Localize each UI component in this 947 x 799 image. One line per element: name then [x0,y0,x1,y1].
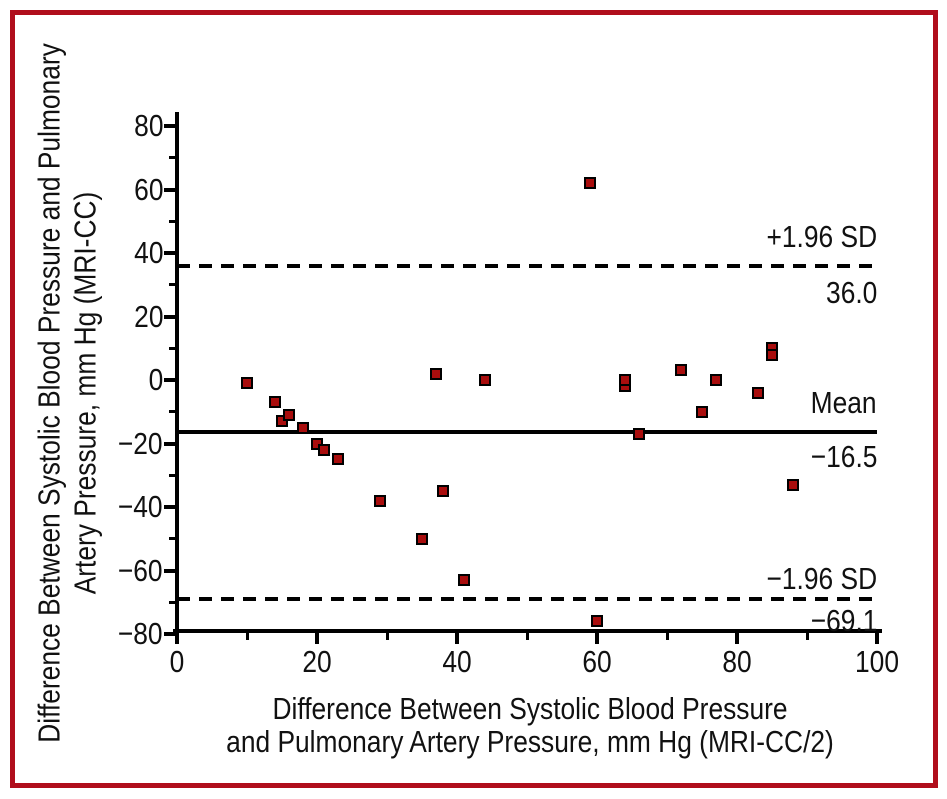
data-point [633,427,645,440]
y-minor-tick [169,219,177,223]
y-minor-tick [169,156,177,160]
data-point [710,374,722,386]
y-tick-label: −20 [118,425,163,461]
y-tick-label: 0 [148,362,163,397]
data-point [752,386,764,399]
y-axis-line [175,112,179,633]
data-point [437,485,449,498]
x-tick-label: 20 [302,644,332,679]
data-point [591,615,603,628]
x-major-tick [455,633,459,644]
x-tick-label: 100 [855,644,899,679]
x-major-tick [175,633,179,644]
y-major-tick [164,187,177,192]
data-point [297,421,309,434]
x-tick-label: 60 [582,644,612,679]
x-axis-title-line2: and Pulmonary Artery Pressure, mm Hg (MR… [226,724,834,759]
y-tick-label: 40 [133,235,163,270]
data-point [283,408,295,421]
y-major-tick [164,505,177,509]
data-point [787,478,799,491]
x-major-tick [735,633,739,644]
y-tick-label: 60 [133,171,163,207]
y-major-tick [164,314,177,319]
x-minor-tick [525,633,529,640]
x-major-tick [315,633,319,644]
upper-loa-value-label: 36.0 [825,274,877,310]
data-point [479,374,491,386]
data-point [458,574,470,587]
y-minor-tick [169,410,177,414]
x-tick-label: 80 [722,644,752,679]
mean-label: Mean [811,385,877,421]
x-minor-tick [245,633,249,640]
lower-loa-line [177,597,877,602]
y-minor-tick [169,283,177,287]
y-major-tick [164,124,177,128]
mean-line [177,430,877,435]
x-axis-line [173,629,882,633]
data-point [269,396,281,409]
x-major-tick [875,633,879,644]
y-minor-tick [169,600,177,604]
y-axis-title-line1: Difference Between Systolic Blood Pressu… [31,43,67,743]
data-point [332,453,344,466]
data-point [416,532,428,545]
x-tick-label: 40 [442,644,472,679]
data-point [696,405,708,418]
x-minor-tick [385,633,389,640]
figure-border [10,10,938,788]
y-tick-label: −80 [118,616,163,651]
x-major-tick [595,633,599,644]
lower-loa-label: −1.96 SD [766,561,877,597]
x-minor-tick [665,633,669,640]
y-major-tick [164,441,177,446]
y-tick-label: 20 [133,298,163,334]
data-point [318,443,330,456]
data-point [675,364,687,377]
data-point [374,494,386,507]
data-point [430,367,442,380]
x-tick-label: 0 [169,644,185,679]
y-axis-title-line2: Artery Pressure, mm Hg (MRI-CC) [67,191,103,595]
x-minor-tick [805,633,809,640]
lower-loa-value-label: −69.1 [810,603,877,639]
data-point [241,377,253,390]
y-tick-label: −40 [118,489,163,524]
y-major-tick [164,632,177,636]
y-major-tick [164,251,177,255]
data-point [584,177,596,190]
data-point [766,348,778,361]
data-point [619,374,631,386]
y-minor-tick [169,346,177,350]
y-major-tick [164,568,177,573]
y-minor-tick [169,473,177,477]
x-axis-title-line1: Difference Between Systolic Blood Pressu… [272,691,788,726]
upper-loa-label: +1.96 SD [766,218,877,254]
y-major-tick [164,378,177,382]
y-minor-tick [169,537,177,541]
y-tick-label: 80 [133,108,163,143]
y-tick-label: −60 [118,552,163,588]
upper-loa-line [177,263,877,268]
mean-value-label: −16.5 [810,439,877,475]
